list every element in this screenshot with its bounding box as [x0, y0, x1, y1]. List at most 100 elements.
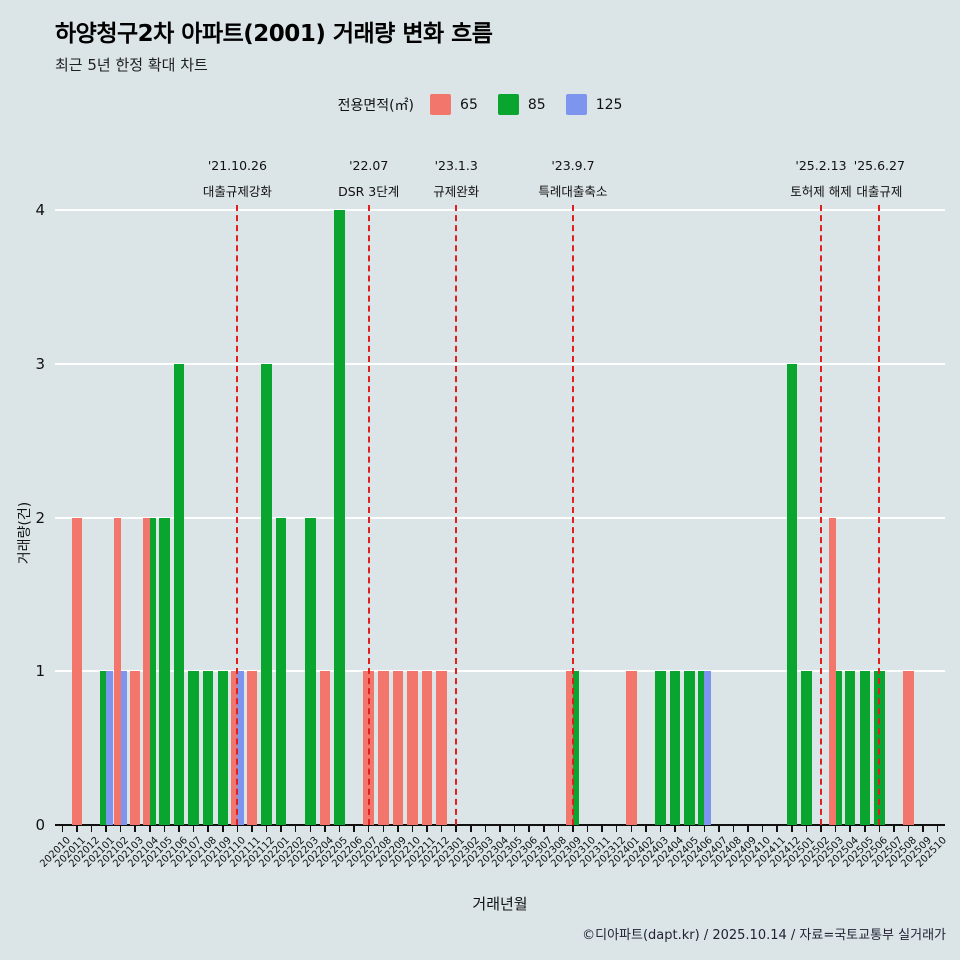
- bar-65-202204: [319, 671, 331, 825]
- event-line: [571, 205, 574, 825]
- x-axis-line: [55, 824, 945, 826]
- chart-title: 하양청구2차 아파트(2001) 거래량 변화 흐름: [55, 21, 493, 47]
- bar-65-202103: [129, 671, 141, 825]
- x-tick-mark: [893, 826, 895, 832]
- x-tick-mark: [615, 826, 618, 832]
- bar-85-202112: [261, 363, 272, 825]
- bar-65-202210: [407, 671, 418, 825]
- x-tick-mark: [236, 826, 239, 832]
- x-tick-mark: [674, 826, 676, 832]
- event-date: '22.07: [349, 158, 389, 173]
- x-tick-mark: [645, 826, 647, 832]
- bar-85-202201: [275, 517, 287, 825]
- bar-85-202105: [159, 517, 170, 825]
- event-date: '23.9.7: [551, 158, 595, 173]
- gridline-2: [55, 516, 945, 519]
- bar-65-202211: [421, 671, 433, 825]
- x-tick-mark: [338, 826, 341, 832]
- x-tick-mark: [280, 826, 282, 832]
- legend: 전용면적(㎡) 65 85 125: [0, 94, 960, 115]
- x-tick-mark: [411, 826, 414, 832]
- bar-65-202110: [230, 671, 238, 825]
- bar-85-202106: [173, 363, 185, 825]
- legend-title: 전용면적(㎡): [337, 97, 415, 114]
- event-line: [367, 205, 370, 825]
- bar-125-202110: [237, 671, 244, 825]
- x-tick-mark: [294, 826, 297, 832]
- bar-85-202104: [149, 517, 157, 825]
- legend-swatch-125: [565, 94, 587, 115]
- x-tick-mark: [76, 826, 78, 832]
- event-date: '23.1.3: [434, 158, 478, 173]
- event-label: 대출규제: [856, 184, 903, 199]
- x-tick-mark: [543, 826, 545, 832]
- bar-65-202111: [246, 671, 258, 825]
- x-tick-mark: [761, 826, 764, 832]
- x-tick-mark: [440, 826, 443, 832]
- event-label: 특례대출축소: [538, 184, 608, 199]
- bar-85-202501: [801, 671, 812, 825]
- x-tick-mark: [397, 826, 399, 832]
- event-line: [455, 205, 458, 825]
- x-tick-mark: [134, 826, 136, 832]
- x-tick-mark: [601, 826, 603, 832]
- event-date: '25.6.27: [853, 158, 905, 173]
- x-tick-mark: [90, 826, 93, 832]
- footer-credit: ©디아파트(dapt.kr) / 2025.10.14 / 자료=국토교통부 실…: [582, 928, 946, 943]
- x-tick-mark: [878, 826, 881, 832]
- legend-value-125: 125: [595, 96, 623, 113]
- x-tick-mark: [805, 826, 808, 832]
- bar-65-202401: [626, 671, 637, 825]
- x-tick-mark: [178, 826, 180, 832]
- bar-85-202108: [202, 671, 214, 825]
- x-tick-mark: [222, 826, 224, 832]
- legend-value-85: 85: [527, 96, 546, 113]
- x-tick-mark: [718, 826, 720, 832]
- bar-85-202405: [684, 671, 695, 825]
- legend-item-65: 65: [430, 94, 478, 115]
- x-tick-mark: [630, 826, 633, 832]
- x-tick-mark: [864, 826, 866, 832]
- x-tick-mark: [484, 826, 487, 832]
- bar-65-202212: [436, 671, 447, 825]
- y-tick-label: 0: [35, 816, 45, 834]
- bar-125-202102: [120, 671, 128, 825]
- bar-125-202406: [704, 671, 711, 825]
- bar-85-202309: [572, 671, 580, 825]
- x-tick-mark: [265, 826, 268, 832]
- bar-125-202101: [106, 671, 113, 825]
- x-tick-mark: [747, 826, 749, 832]
- bar-85-202404: [669, 671, 681, 825]
- x-tick-mark: [309, 826, 312, 832]
- x-tick-mark: [382, 826, 385, 832]
- x-tick-mark: [688, 826, 691, 832]
- x-tick-mark: [470, 826, 472, 832]
- x-tick-mark: [849, 826, 851, 832]
- bar-85-202403: [655, 671, 666, 825]
- x-tick-mark: [513, 826, 516, 832]
- bar-85-202203: [305, 517, 316, 825]
- bar-65-202508: [903, 671, 914, 825]
- x-tick-mark: [367, 826, 370, 832]
- legend-value-65: 65: [460, 96, 478, 113]
- x-tick-mark: [192, 826, 195, 832]
- event-line: [236, 205, 239, 825]
- y-tick-label: 1: [35, 662, 45, 681]
- x-tick-mark: [557, 826, 560, 832]
- x-axis-title: 거래년월: [472, 895, 528, 913]
- bar-85-202101: [99, 671, 107, 825]
- bar-85-202504: [844, 671, 856, 825]
- event-label: 토허제 해제: [790, 184, 852, 199]
- x-tick-mark: [820, 826, 822, 832]
- x-tick-mark: [776, 826, 778, 832]
- legend-swatch-65: [430, 94, 452, 115]
- x-tick-mark: [426, 826, 428, 832]
- x-tick-mark: [528, 826, 530, 832]
- bar-85-202412: [786, 363, 798, 825]
- x-tick-mark: [455, 826, 457, 832]
- y-tick-label: 4: [35, 201, 45, 219]
- event-line: [819, 205, 822, 825]
- gridline-1: [55, 670, 945, 673]
- bar-65-202104: [143, 517, 150, 825]
